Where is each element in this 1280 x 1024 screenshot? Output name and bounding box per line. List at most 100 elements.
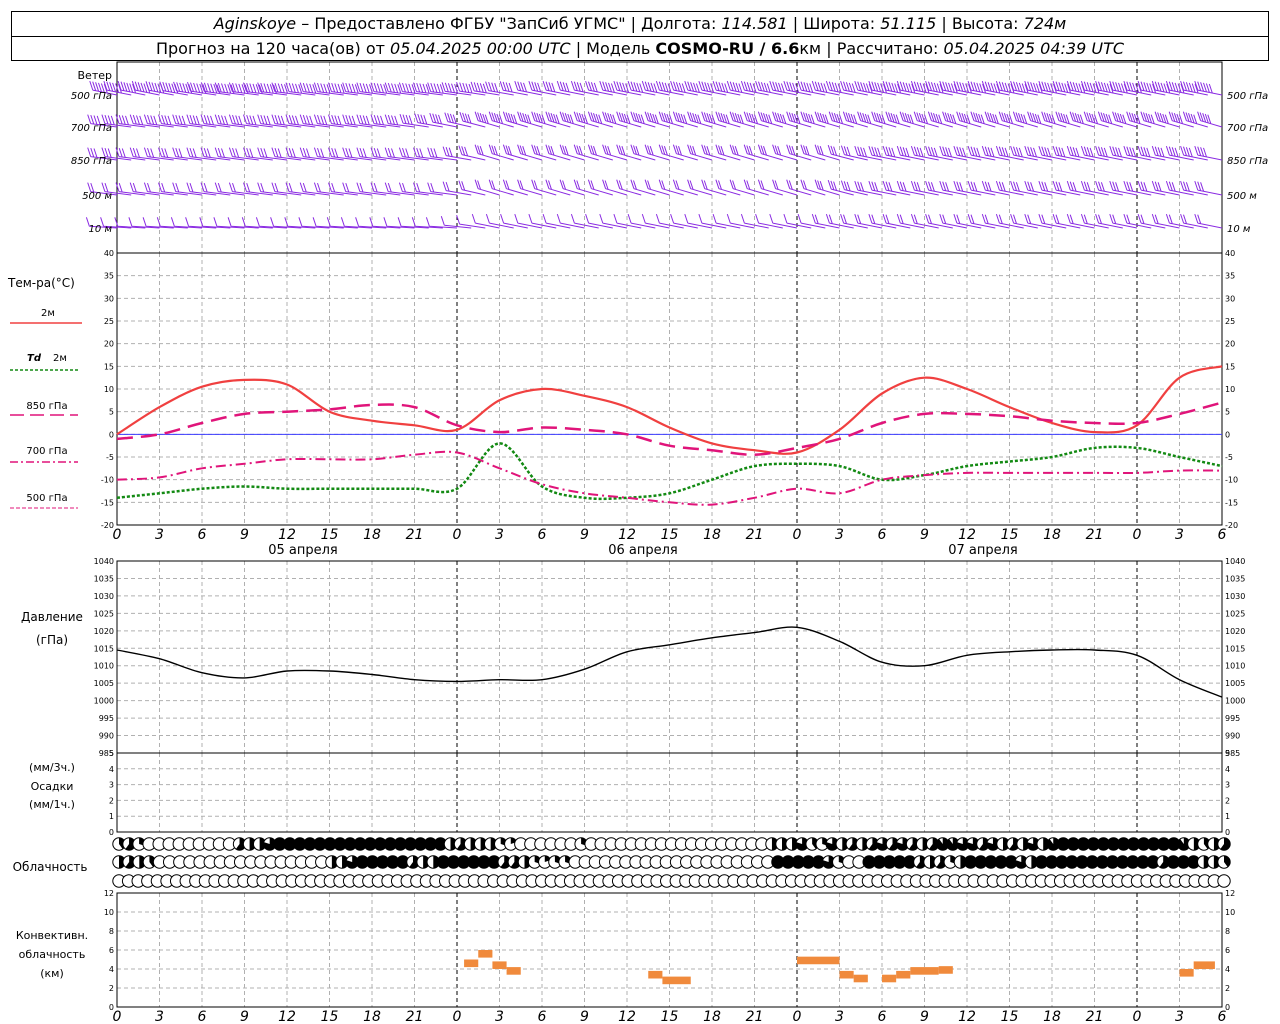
wind-barb [1095, 213, 1123, 229]
cloud-fill-upper [929, 837, 939, 851]
frame-convective [116, 892, 1223, 1008]
wind-barb [1066, 145, 1095, 161]
wind-barb [743, 144, 769, 161]
series-t700 [116, 450, 1223, 506]
wind-barb [630, 179, 656, 196]
cloud-fill-upper [1067, 837, 1080, 851]
temp-tick-left: 25 [104, 317, 114, 326]
model-unit: км [799, 39, 822, 58]
wind-barb [882, 145, 911, 161]
cloud-fill-middle [781, 855, 795, 869]
wind-barb [811, 213, 840, 229]
cloud-fill-middle [437, 855, 450, 869]
wind-barb [313, 114, 344, 128]
conv-tick-right: 6 [1225, 946, 1230, 955]
pressure-tick-left: 1035 [94, 574, 114, 583]
pressure-tick-right: 995 [1225, 714, 1240, 723]
wind-barb [356, 114, 387, 128]
wind-barb [729, 111, 755, 128]
wind-barb [1012, 111, 1038, 128]
wind-barb [1038, 80, 1067, 96]
wind-barb [456, 214, 486, 229]
wind-barb [384, 182, 415, 196]
wind-barb [214, 114, 245, 128]
wind-barb [967, 213, 996, 229]
x-tick-temp: 6 [538, 527, 547, 543]
wind-barb [271, 147, 302, 161]
wind-barb [1151, 180, 1180, 196]
wind-barb [871, 111, 897, 128]
wind-barb [1052, 180, 1081, 196]
wind-barb [143, 182, 174, 196]
cloud-fill-upper [373, 837, 387, 851]
wind-barb [531, 111, 557, 128]
wind-barb [786, 144, 812, 161]
wind-barb [616, 179, 642, 196]
precip-tick-left: 3 [109, 781, 114, 790]
wind-barb [517, 179, 543, 196]
x-tick-conv: 18 [363, 1009, 381, 1024]
cloud-fill-upper [424, 837, 437, 851]
pressure-tick-left: 990 [99, 732, 114, 741]
wind-barb [299, 82, 330, 96]
wind-barb [542, 213, 571, 229]
wind-barb [213, 217, 245, 229]
wind-barb [101, 114, 132, 128]
cloud-fill-middle [771, 855, 785, 869]
wind-barb [1151, 80, 1180, 96]
wind-barb [441, 82, 472, 96]
latitude-value: 51.115 [880, 14, 937, 33]
conv-tick-left: 8 [109, 927, 114, 936]
wind-barb [1024, 180, 1053, 196]
wind-barb [384, 82, 415, 96]
conv-title-2: облачность [19, 948, 86, 961]
wind-barb [842, 111, 868, 128]
wind-barb [698, 80, 727, 96]
wind-barb [1137, 145, 1166, 161]
x-tick-conv: 6 [1218, 1009, 1227, 1024]
wind-barb [585, 80, 613, 96]
wind-level-label-right: 10 м [1227, 224, 1251, 235]
precip-tick-right: 0 [1225, 828, 1230, 837]
pressure-tick-right: 1030 [1225, 592, 1245, 601]
wind-barb [559, 144, 585, 161]
wind-barb [100, 217, 132, 229]
wind-barb [967, 145, 996, 161]
wind-barb [370, 182, 401, 196]
cloud-fill-upper [1167, 837, 1180, 851]
wind-barb [115, 114, 146, 128]
wind-barb [1097, 111, 1123, 128]
wind-barb [158, 114, 188, 128]
wind-barb [488, 111, 514, 128]
wind-barb [499, 81, 528, 96]
cloud-fill-upper [966, 837, 980, 851]
wind-barb [942, 111, 968, 128]
wind-barb [599, 80, 628, 96]
wind-barb [241, 217, 273, 229]
wind-barb [800, 111, 826, 128]
wind-barb [712, 213, 741, 229]
pressure-series [116, 626, 1223, 698]
wind-barb [531, 144, 557, 161]
wind-barb [1180, 180, 1208, 196]
wind-barb [474, 111, 500, 128]
x-tick-temp: 15 [1001, 527, 1019, 543]
wind-barb [701, 144, 727, 161]
wind-barb [1168, 111, 1194, 128]
cloud-fill-upper [1087, 837, 1100, 851]
x-tick-conv: 18 [1043, 1009, 1061, 1024]
wind-barb [128, 217, 160, 229]
convective-bar [882, 974, 897, 983]
cloud-fill-middle [1065, 855, 1079, 869]
convective-bar [464, 959, 479, 968]
wind-barb [644, 144, 670, 161]
temp-title: Тем-ра(°C) [7, 276, 75, 290]
cloud-fill-middle [1224, 855, 1231, 868]
wind-barb [1024, 80, 1053, 96]
precip-tick-right: 1 [1225, 812, 1230, 821]
wind-barb [814, 111, 840, 128]
temp-tick-right: 10 [1225, 385, 1235, 394]
cloud-fill-middle [366, 855, 379, 869]
wind-barb [658, 144, 684, 161]
wind-barb [356, 82, 387, 96]
